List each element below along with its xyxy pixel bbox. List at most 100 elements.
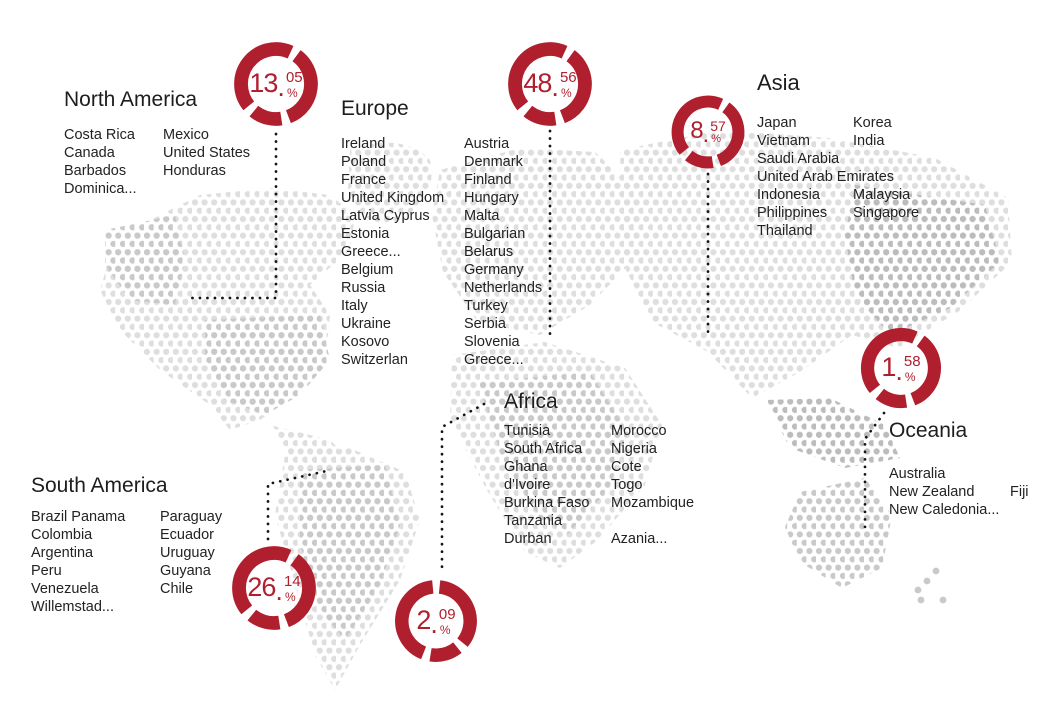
connector-north-america xyxy=(184,132,278,300)
country-label: Malaysia xyxy=(853,187,911,203)
country-label: Austria xyxy=(464,136,510,152)
donut-value: 1. 58% xyxy=(857,324,945,412)
country-label: Morocco xyxy=(611,423,667,439)
continent-south-america-inner xyxy=(300,465,400,640)
region-oceania: Oceania Australia New Zealand New Caledoni… xyxy=(889,419,1029,519)
country-label: Argentina xyxy=(31,545,94,561)
country-label: Serbia xyxy=(464,316,506,332)
connector-oceania xyxy=(863,411,886,530)
connector-africa xyxy=(440,402,486,575)
country-list: Costa Rica Canada Barbados Dominica... xyxy=(64,126,163,198)
region-europe: Europe Ireland Poland France United Kingdom… xyxy=(341,97,542,369)
continent-africa-inner xyxy=(478,372,628,534)
country-label: Italy xyxy=(341,298,368,314)
country-label: Bulgarian xyxy=(464,226,526,242)
region-africa: Africa Tunisia South Africa Ghana d'Ivoire B… xyxy=(504,390,694,548)
donut-value-int: 13 xyxy=(249,67,278,98)
country-label: Venezuela xyxy=(31,581,99,597)
donut-value-int: 48 xyxy=(523,67,552,98)
country-list: Ireland Poland France United Kingdom Latvia … xyxy=(341,135,464,369)
percent-sign: % xyxy=(439,622,451,637)
country-columns: Australia New Zealand New Caledonia... Fij… xyxy=(889,465,1029,519)
donut-chart-north-america: 13. 05% xyxy=(230,38,322,130)
country-label: Fiji xyxy=(1010,484,1029,500)
country-label: Latvia Cyprus xyxy=(341,208,430,224)
donut-ring xyxy=(508,42,592,126)
donut-chart-oceania: 1. 58% xyxy=(857,324,945,412)
country-label: South Africa xyxy=(504,441,583,457)
country-label: Mexico xyxy=(163,127,209,143)
decimal-point: . xyxy=(702,121,710,148)
country-label: Mozambique xyxy=(611,495,695,511)
country-label: Guyana xyxy=(160,563,211,579)
country-label: Denmark xyxy=(464,154,523,170)
country-label: Costa Rica xyxy=(64,127,135,143)
country-label xyxy=(853,150,919,168)
continent-north-america-south xyxy=(205,315,330,415)
donut-ring xyxy=(395,580,477,662)
country-label: Vietnam xyxy=(757,133,810,149)
continent-north-america-west xyxy=(105,215,185,305)
donut-chart-europe: 48. 56% xyxy=(504,38,596,130)
country-label: Belarus xyxy=(464,244,514,260)
country-label: Indonesia xyxy=(757,187,820,203)
country-label: Thailand xyxy=(757,223,813,239)
donut-chart-south-america: 26. 14% xyxy=(228,542,320,634)
donut-ring xyxy=(671,95,745,169)
donut-value: 13. 05% xyxy=(230,38,322,130)
country-label: Estonia xyxy=(341,226,390,242)
donut-value: 26. 14% xyxy=(228,542,320,634)
donut-value-dec: 09 xyxy=(438,605,456,623)
country-label: New Caledonia... xyxy=(889,502,1000,518)
country-label: Nigeria xyxy=(611,441,657,457)
donut-value-int: 8 xyxy=(690,117,703,144)
country-label: Peru xyxy=(31,563,62,579)
country-list: Austria Denmark Finland Hungary Malta Bulgari… xyxy=(464,135,542,369)
continent-asia-east xyxy=(845,185,1000,335)
country-label: d'Ivoire xyxy=(504,477,551,493)
country-list: Korea India Malaysia Singapore xyxy=(853,114,919,240)
country-label: Slovenia xyxy=(464,334,520,350)
donut-value-int: 26 xyxy=(247,571,276,602)
country-label: Azania... xyxy=(611,531,668,547)
country-label: Kosovo xyxy=(341,334,390,350)
country-label: Hungary xyxy=(464,190,519,206)
country-label: Korea xyxy=(853,115,892,131)
country-label: Poland xyxy=(341,154,387,170)
percent-sign: % xyxy=(286,85,298,100)
country-label: Burkina Faso xyxy=(504,495,590,511)
country-list: Fiji xyxy=(1010,465,1029,519)
country-label: Tunisia xyxy=(504,423,551,439)
country-label: Turkey xyxy=(464,298,508,314)
country-label: Uruguay xyxy=(160,545,215,561)
country-list: Mexico United States Honduras xyxy=(163,126,250,198)
country-label: United Arab Emirates xyxy=(757,169,895,185)
continent-europe xyxy=(432,148,638,335)
country-label: Ghana xyxy=(504,459,548,475)
country-label: Netherlands xyxy=(464,280,543,296)
country-label: Russia xyxy=(341,280,386,296)
country-columns: Japan Vietnam Saudi Arabia United Arab Emir… xyxy=(757,114,919,240)
decimal-point: . xyxy=(277,71,285,102)
country-label: Saudi Arabia xyxy=(757,151,840,167)
donut-chart-asia: 8. 57% xyxy=(668,92,748,172)
country-list: Japan Vietnam Saudi Arabia United Arab Emir… xyxy=(757,114,895,240)
country-label: Japan xyxy=(757,115,797,131)
decimal-point: . xyxy=(430,608,438,639)
country-label: Australia xyxy=(889,466,946,482)
country-label: Brazil Panama xyxy=(31,509,126,525)
donut-value-dec: 56 xyxy=(559,68,577,86)
country-label: Paraguay xyxy=(160,509,223,525)
country-list: Tunisia South Africa Ghana d'Ivoire Burkina … xyxy=(504,422,611,548)
donut-value-int: 2 xyxy=(416,604,431,635)
continent-greenland xyxy=(348,142,432,223)
country-columns: Tunisia South Africa Ghana d'Ivoire Burkina … xyxy=(504,422,694,548)
country-label xyxy=(611,512,694,530)
country-label: Belgium xyxy=(341,262,394,278)
country-label: Switzerlan xyxy=(341,352,408,368)
country-columns: Ireland Poland France United Kingdom Latvia … xyxy=(341,135,542,369)
donut-value-dec: 57 xyxy=(710,118,726,134)
decimal-point: . xyxy=(551,71,559,102)
